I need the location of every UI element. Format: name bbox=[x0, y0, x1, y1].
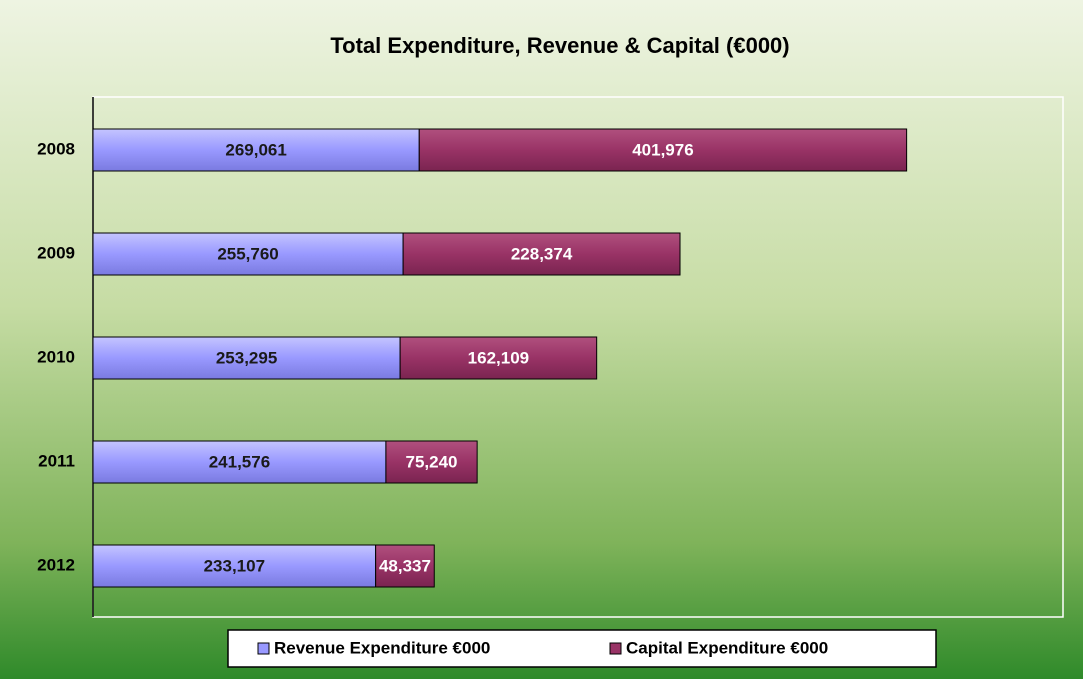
y-tick-label: 2012 bbox=[37, 555, 75, 574]
y-tick-label: 2009 bbox=[37, 243, 75, 262]
y-tick-label: 2010 bbox=[37, 347, 75, 366]
bar-segment bbox=[399, 336, 598, 380]
data-label: 233,107 bbox=[204, 556, 265, 575]
legend-label: Capital Expenditure €000 bbox=[626, 638, 828, 657]
data-label: 253,295 bbox=[216, 348, 277, 367]
y-tick-label: 2008 bbox=[37, 139, 75, 158]
legend-swatch bbox=[257, 642, 270, 655]
legend-swatch bbox=[609, 642, 622, 655]
data-label: 75,240 bbox=[406, 452, 458, 471]
bar-segment bbox=[92, 128, 420, 172]
bar-segment bbox=[375, 544, 435, 588]
data-label: 401,976 bbox=[632, 140, 693, 159]
data-label: 269,061 bbox=[225, 140, 286, 159]
bar-segment bbox=[92, 440, 387, 484]
data-label: 48,337 bbox=[379, 556, 431, 575]
data-label: 228,374 bbox=[511, 244, 573, 263]
legend bbox=[227, 629, 937, 668]
bar-segment bbox=[92, 544, 377, 588]
data-label: 162,109 bbox=[468, 348, 529, 367]
bar-segment bbox=[418, 128, 908, 172]
data-label: 241,576 bbox=[209, 452, 270, 471]
y-tick-label: 2011 bbox=[38, 451, 75, 470]
chart-title: Total Expenditure, Revenue & Capital (€0… bbox=[330, 33, 789, 58]
data-label: 255,760 bbox=[217, 244, 278, 263]
bar-segment bbox=[402, 232, 681, 276]
legend-label: Revenue Expenditure €000 bbox=[274, 638, 490, 657]
bar-segment bbox=[385, 440, 478, 484]
